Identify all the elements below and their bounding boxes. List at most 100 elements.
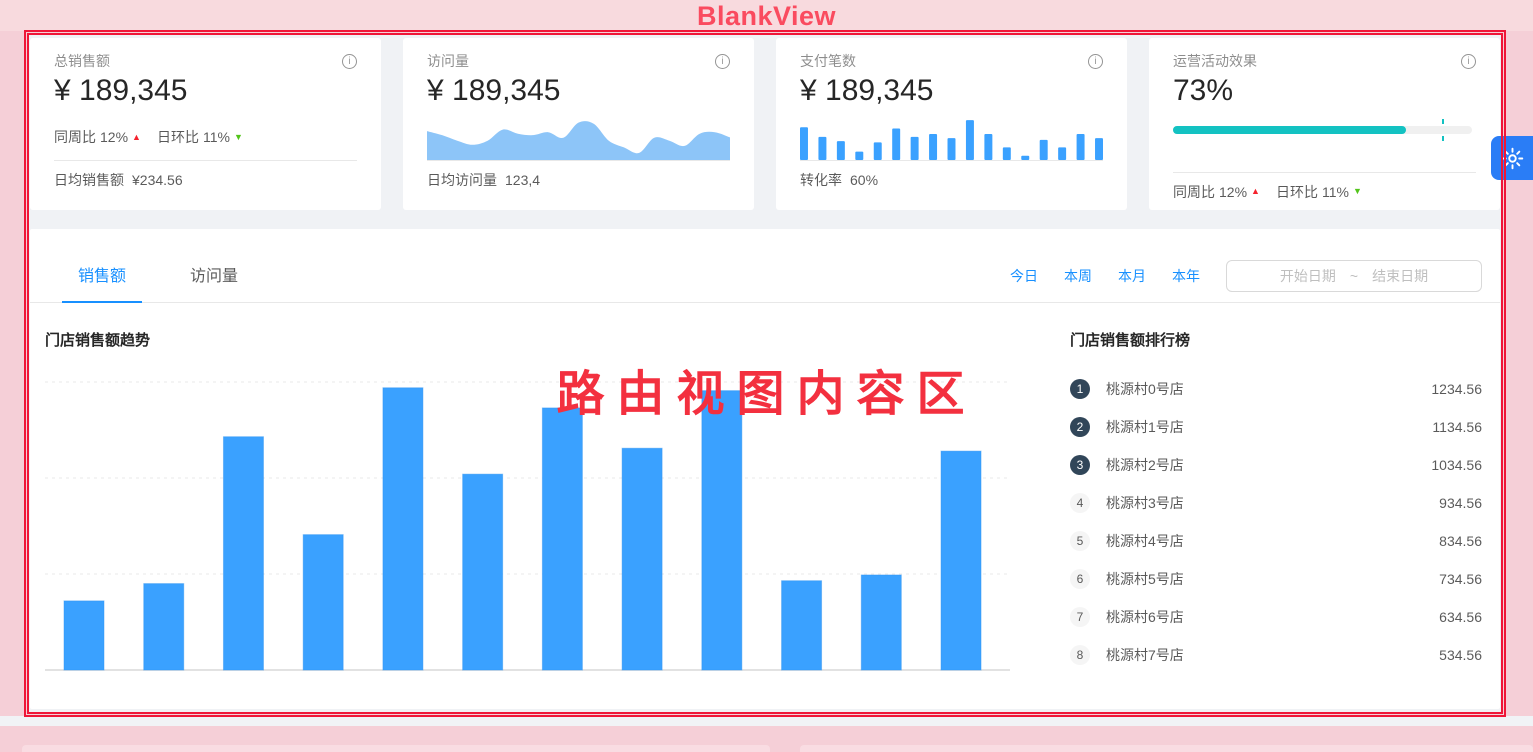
info-circle-icon[interactable] — [1088, 53, 1103, 69]
rank-value: 1034.56 — [1431, 457, 1482, 473]
sales-panel: 销售额 访问量 今日 本周 本月 本年 开始日期 ~ 结束日期 门店销售额趋势 — [30, 229, 1500, 709]
range-link-week[interactable]: 本周 — [1064, 268, 1092, 284]
rank-badge: 6 — [1070, 569, 1090, 589]
rank-value: 534.56 — [1439, 647, 1482, 663]
rank-value: 834.56 — [1439, 533, 1482, 549]
range-link-month[interactable]: 本月 — [1118, 268, 1146, 284]
card-footer-label: 转化率 — [800, 171, 842, 188]
card-title: 访问量 — [427, 53, 469, 69]
rank-badge: 8 — [1070, 645, 1090, 665]
top-band: BlankView — [0, 0, 1533, 31]
card-value: ¥ 189,345 — [800, 74, 934, 107]
trend-dod: 日环比 11% — [1276, 182, 1362, 202]
gear-icon — [1501, 147, 1523, 169]
divider — [1173, 172, 1476, 173]
page-title: BlankView — [696, 0, 837, 31]
trend-wow: 同周比 12% — [54, 127, 141, 147]
end-date-placeholder: 结束日期 — [1372, 268, 1429, 284]
ranking-row: 8 桃源村7号店 534.56 — [1070, 636, 1482, 674]
visits-mini-area-chart — [427, 116, 730, 160]
rank-store-name: 桃源村6号店 — [1106, 609, 1184, 625]
rank-store-name: 桃源村4号店 — [1106, 533, 1184, 549]
header-controls: 今日 本周 本月 本年 开始日期 ~ 结束日期 — [1010, 260, 1482, 302]
trend-row: 同周比 12% 日环比 11% — [54, 114, 357, 160]
card-visits: 访问量 ¥ 189,345 日均访问量 123,4 — [403, 38, 754, 210]
ranking-row: 7 桃源村6号店 634.56 — [1070, 598, 1482, 636]
ranking-row: 6 桃源村5号店 734.56 — [1070, 560, 1482, 598]
card-footer-label: 日均访问量 — [427, 171, 497, 188]
caret-up-icon — [1251, 187, 1260, 196]
range-link-year[interactable]: 本年 — [1172, 268, 1200, 284]
rank-store-name: 桃源村0号店 — [1106, 381, 1184, 397]
progress-fill — [1173, 126, 1407, 134]
rank-badge: 3 — [1070, 455, 1090, 475]
rank-badge: 4 — [1070, 493, 1090, 513]
ranking-section: 门店销售额排行榜 1 桃源村0号店 1234.56 2 桃源村1号店 1134.… — [1040, 329, 1482, 674]
card-total-sales: 总销售额 ¥ 189,345 同周比 12% 日环比 11% — [30, 38, 381, 210]
ranking-row: 2 桃源村1号店 1134.56 — [1070, 408, 1482, 446]
ranking-row: 3 桃源村2号店 1034.56 — [1070, 446, 1482, 484]
operation-progress-bar — [1173, 119, 1472, 141]
date-separator: ~ — [1349, 268, 1359, 284]
ranking-title: 门店销售额排行榜 — [1070, 332, 1191, 349]
tab-sales[interactable]: 销售额 — [62, 262, 143, 303]
card-value: ¥ 189,345 — [427, 74, 561, 107]
info-circle-icon[interactable] — [715, 53, 730, 69]
rank-store-name: 桃源村1号店 — [1106, 419, 1184, 435]
start-date-placeholder: 开始日期 — [1279, 268, 1336, 284]
rank-badge: 1 — [1070, 379, 1090, 399]
next-row-card-left — [22, 745, 770, 752]
rank-store-name: 桃源村7号店 — [1106, 647, 1184, 663]
caret-down-icon — [1353, 187, 1362, 196]
divider — [427, 160, 730, 161]
card-payments: 支付笔数 ¥ 189,345 转化率 60% — [776, 38, 1127, 210]
card-value: ¥ 189,345 — [54, 74, 188, 107]
progress-target-marker — [1442, 119, 1445, 141]
ranking-row: 1 桃源村0号店 1234.56 — [1070, 370, 1482, 408]
stat-cards-row: 总销售额 ¥ 189,345 同周比 12% 日环比 11% — [30, 38, 1500, 210]
rank-value: 734.56 — [1439, 571, 1482, 587]
card-operation-effect: 运营活动效果 73% 同周比 12% 日环比 11% — [1149, 38, 1500, 210]
card-footer-value: 123,4 — [505, 171, 541, 188]
rank-value: 1234.56 — [1431, 381, 1482, 397]
rank-badge: 5 — [1070, 531, 1090, 551]
rank-value: 934.56 — [1439, 495, 1482, 511]
ranking-list: 1 桃源村0号店 1234.56 2 桃源村1号店 1134.56 3 桃源村2… — [1070, 370, 1482, 674]
tab-bar: 销售额 访问量 — [62, 262, 254, 303]
ranking-row: 4 桃源村3号店 934.56 — [1070, 484, 1482, 522]
card-title: 运营活动效果 — [1173, 53, 1257, 69]
ranking-row: 5 桃源村4号店 834.56 — [1070, 522, 1482, 560]
rank-value: 634.56 — [1439, 609, 1482, 625]
card-footer-value: 60% — [850, 171, 879, 188]
rank-badge: 2 — [1070, 417, 1090, 437]
settings-button[interactable] — [1491, 136, 1533, 180]
rank-badge: 7 — [1070, 607, 1090, 627]
next-row-card-right — [800, 745, 1533, 752]
card-value: 73% — [1173, 74, 1234, 107]
card-footer-value: ¥234.56 — [132, 171, 183, 188]
rank-value: 1134.56 — [1432, 419, 1482, 435]
caret-down-icon — [234, 133, 243, 142]
divider — [54, 160, 357, 161]
info-circle-icon[interactable] — [1461, 53, 1476, 69]
below-strip — [0, 716, 1533, 726]
rank-store-name: 桃源村5号店 — [1106, 571, 1184, 587]
rank-store-name: 桃源村3号店 — [1106, 495, 1184, 511]
date-range-picker[interactable]: 开始日期 ~ 结束日期 — [1226, 260, 1482, 292]
caret-up-icon — [132, 133, 141, 142]
panel-header: 销售额 访问量 今日 本周 本月 本年 开始日期 ~ 结束日期 — [30, 229, 1500, 303]
tab-visits[interactable]: 访问量 — [190, 268, 239, 285]
range-link-today[interactable]: 今日 — [1010, 268, 1038, 284]
payments-mini-bar-chart — [800, 116, 1103, 160]
router-view-content: 总销售额 ¥ 189,345 同周比 12% 日环比 11% — [27, 33, 1503, 714]
info-circle-icon[interactable] — [342, 53, 357, 69]
rank-store-name: 桃源村2号店 — [1106, 457, 1184, 473]
trend-dod: 日环比 11% — [157, 127, 243, 147]
router-view-overlay-label: 路由视图内容区 — [556, 368, 977, 421]
divider — [800, 160, 1103, 161]
sales-trend-title: 门店销售额趋势 — [45, 332, 151, 349]
card-title: 支付笔数 — [800, 53, 856, 69]
panel-content: 门店销售额趋势 门店销售额排行榜 1 桃源村0号店 1234.56 2 桃源村1… — [30, 303, 1500, 674]
card-title: 总销售额 — [54, 53, 110, 69]
card-footer-label: 日均销售额 — [54, 171, 124, 188]
